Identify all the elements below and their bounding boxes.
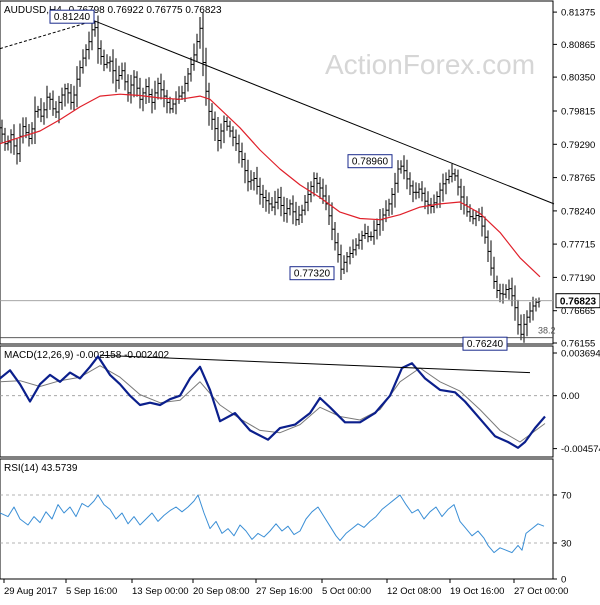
rsi-y-tick-label: 70 <box>561 491 572 502</box>
price-y-tick-label: 0.78765 <box>561 173 595 184</box>
axes: 0.81375 0.80865 0.80350 0.79815 0.79290 0.787… <box>3 8 600 597</box>
x-tick-label: 5 Oct 00:00 <box>322 586 371 597</box>
svg-text:AUDUSD,H4 0.76798 0.76922: AUDUSD,H4 0.76798 0.76922 0.76775 0.7682… <box>4 5 222 16</box>
rsi-line <box>0 494 545 554</box>
macd-y-tick-label: -0.004574 <box>561 444 600 455</box>
watermark: ActionForex.com <box>325 49 535 80</box>
x-tick-label: 29 Aug 2017 <box>4 586 57 597</box>
price-annotation-box <box>49 9 95 24</box>
price-annotation-box <box>347 154 393 169</box>
macd-y-tick-label: 0.00 <box>561 391 580 402</box>
price-y-tick-label: 0.80350 <box>561 73 595 84</box>
rsi-plot <box>0 494 553 554</box>
price-y-tick-label: 0.76155 <box>561 339 595 350</box>
rsi-y-tick-label: 30 <box>561 539 572 550</box>
fib-level-label: 38.2 <box>538 326 556 336</box>
price-annotation-label: 0.76240 <box>467 339 504 350</box>
ohlc-readout: 0.76798 0.76922 0.76775 0.76823 <box>69 5 222 16</box>
x-tick-label: 20 Sep 08:00 <box>193 586 250 597</box>
macd-y-tick-label: 0.003694 <box>561 349 600 360</box>
moving-average-line <box>0 93 541 278</box>
x-tick-label: 27 Sep 16:00 <box>256 586 313 597</box>
price-annotation-label: 0.77320 <box>294 269 331 280</box>
symbol-label: AUDUSD,H4 <box>4 5 62 16</box>
price-panel-frame <box>0 0 554 345</box>
macd-trendline <box>99 354 531 374</box>
x-tick-label: 12 Oct 08:00 <box>387 586 441 597</box>
current-price-label: 0.76823 <box>560 297 597 308</box>
x-tick-label: 27 Oct 00:00 <box>514 586 568 597</box>
price-y-tick-label: 0.77190 <box>561 273 595 284</box>
price-y-tick-label: 0.79815 <box>561 107 595 118</box>
trendline-descending <box>93 20 555 205</box>
x-tick-label: 13 Sep 00:00 <box>132 586 189 597</box>
price-annotation-box <box>289 266 335 281</box>
price-y-tick-label: 0.81375 <box>561 8 595 19</box>
macd-signal-line <box>0 365 546 443</box>
price-annotation-label: 0.78960 <box>352 157 389 168</box>
price-y-tick-label: 0.80865 <box>561 40 595 51</box>
macd-title: MACD(12,26,9) -0.002158 -0.002402 <box>4 350 170 361</box>
trendline-top-left <box>0 20 95 50</box>
rsi-title: RSI(14) 43.5739 <box>4 463 78 474</box>
price-y-tick-label: 0.76665 <box>561 306 595 317</box>
x-tick-label: 19 Oct 16:00 <box>450 586 504 597</box>
price-y-tick-label: 0.77715 <box>561 240 595 251</box>
x-tick-label: 5 Sep 16:00 <box>66 586 117 597</box>
macd-panel-frame <box>0 345 554 458</box>
price-annotation-box <box>462 336 508 351</box>
price-y-tick-label: 0.78240 <box>561 206 595 217</box>
price-plot: 38.2 0.81240 0.78960 0.77320 0.76240 <box>0 9 556 351</box>
rsi-panel-frame <box>0 458 554 580</box>
macd-main-line <box>0 355 546 449</box>
rsi-y-tick-label: 0 <box>561 575 566 586</box>
macd-plot <box>0 354 553 449</box>
current-price-badge <box>555 293 600 309</box>
price-annotation-label: 0.81240 <box>54 12 91 23</box>
price-y-tick-label: 0.79290 <box>561 140 595 151</box>
